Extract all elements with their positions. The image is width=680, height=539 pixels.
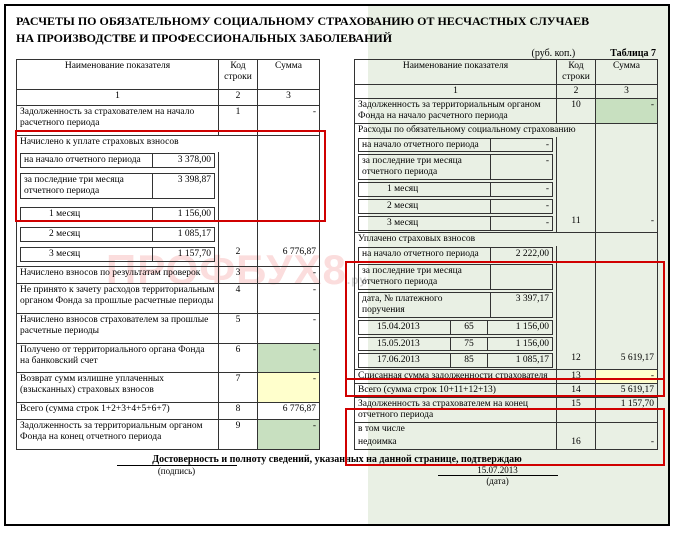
table-row: недоимка16- [355, 436, 658, 449]
table-row: 2 месяц1 085,17 [17, 226, 320, 246]
table-row: Начислено к уплате страховых взносов [17, 136, 320, 152]
title-line1: РАСЧЕТЫ ПО ОБЯЗАТЕЛЬНОМУ СОЦИАЛЬНОМУ СТР… [16, 14, 658, 29]
table-row: Уплачено страховых взносов [355, 233, 658, 246]
table-row: 3 месяц-11- [355, 215, 658, 232]
table-unit-label: (руб. коп.) Таблица 7 [16, 48, 656, 59]
date-value: 15.07.2013 [438, 465, 558, 476]
table-row: Задолженность за территориальным органом… [355, 98, 658, 123]
table-row: 15.04.2013651 156,00 [355, 319, 658, 336]
date-label: (дата) [486, 476, 508, 486]
table-row: 1 месяц- [355, 181, 658, 198]
left-table: Наименование показателя Код строки Сумма… [16, 59, 320, 450]
table-row: Всего (сумма строк 1+2+3+4+5+6+7)86 776,… [17, 403, 320, 420]
table-row: за последние три месяца отчетного период… [17, 172, 320, 205]
table-row: 15.05.2013751 156,00 [355, 336, 658, 353]
col-code: Код строки [219, 60, 258, 90]
table-row: дата, № платежного поручения3 397,17 [355, 291, 658, 319]
table-row: Возврат сумм излишне уплаченных (взыскан… [17, 373, 320, 403]
table-row: на начало отчетного периода3 378,00 [17, 152, 320, 172]
signature-row: (подпись) 15.07.2013(дата) [16, 465, 658, 486]
table-row: Задолженность за страхователем на начало… [17, 106, 320, 136]
table-row: Задолженность за страхователем на конец … [355, 398, 658, 423]
col-name: Наименование показателя [17, 60, 219, 90]
table-row: Всего (сумма строк 10+11+12+13)145 619,1… [355, 384, 658, 398]
table-row: 3 месяц1 157,7026 776,87 [17, 246, 320, 267]
title-line2: НА ПРОИЗВОДСТВЕ И ПРОФЕССИОНАЛЬНЫХ ЗАБОЛ… [16, 31, 658, 46]
signature-label: (подпись) [158, 466, 195, 476]
col-name: Наименование показателя [355, 60, 557, 85]
table-row: 17.06.2013851 085,17125 619,17 [355, 352, 658, 369]
table-row: на начало отчетного периода2 222,00 [355, 246, 658, 263]
col-sum: Сумма [258, 60, 320, 90]
col-code: Код строки [557, 60, 596, 85]
table-row: Расходы по обязательному социальному стр… [355, 123, 658, 136]
table-row: Начислено взносов по результатам проверо… [17, 267, 320, 284]
footer-confirmation: Достоверность и полноту сведений, указан… [16, 454, 658, 465]
table-row: Начислено взносов страхователем за прошл… [17, 313, 320, 343]
table-row: Списанная сумма задолженности страховате… [355, 370, 658, 384]
table-row: Задолженность за территориальным органом… [17, 419, 320, 449]
table-row: за последние три месяца отчетного период… [355, 153, 658, 181]
col-sum: Сумма [596, 60, 658, 85]
table-row: в том числе [355, 423, 658, 436]
table-row: 1 месяц1 156,00 [17, 206, 320, 226]
table-row: Не принято к зачету расходов территориал… [17, 284, 320, 314]
table-row: 2 месяц- [355, 198, 658, 215]
table-row: Получено от территориального органа Фонд… [17, 343, 320, 373]
table-row: на начало отчетного периода- [355, 137, 658, 154]
table-row: за последние три месяца отчетного период… [355, 263, 658, 291]
right-table: Наименование показателя Код строки Сумма… [354, 59, 658, 450]
